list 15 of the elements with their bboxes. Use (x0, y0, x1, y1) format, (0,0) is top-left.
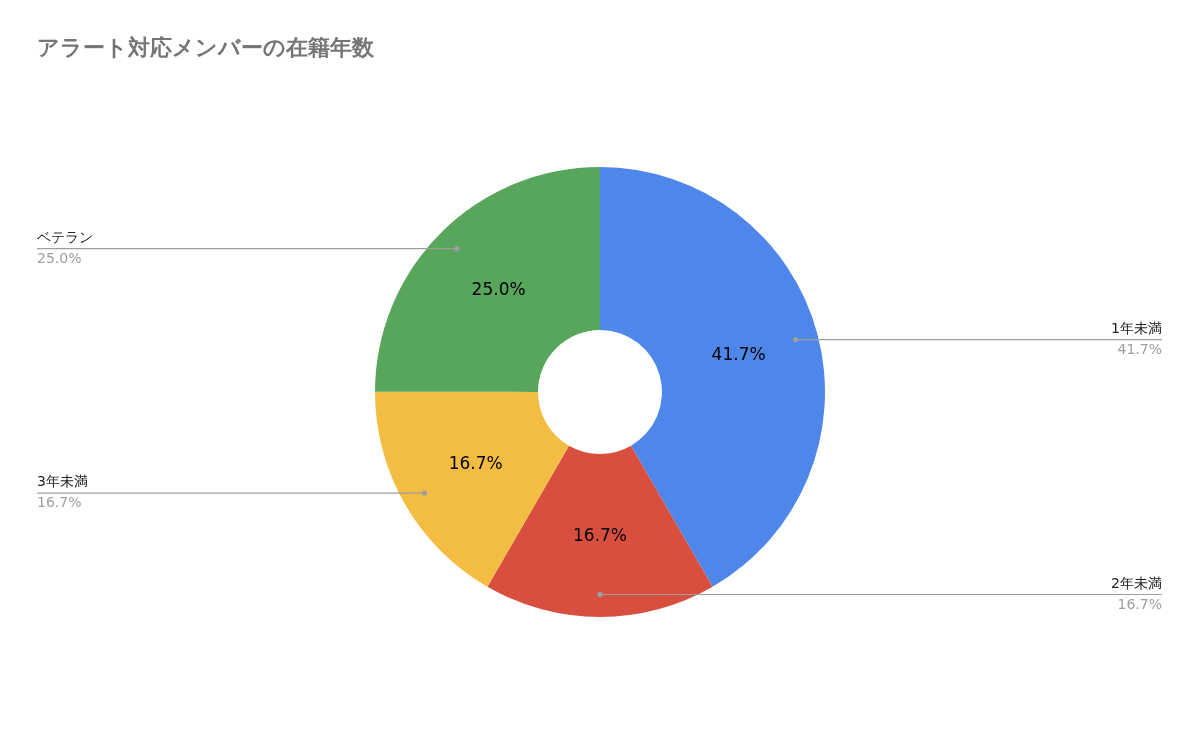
data-label: 16.7% (572, 524, 628, 545)
data-label: 41.7% (711, 343, 766, 364)
donut-slice (375, 391, 569, 587)
text: 16.7% (1117, 595, 1162, 612)
text: 16.7% (37, 494, 82, 511)
slice-label: 3年未満 (37, 473, 88, 490)
text: 25.0% (37, 249, 82, 266)
text: 41.7% (1117, 340, 1162, 357)
donut-slice (375, 167, 600, 392)
slice-label: 2年未満 (1111, 574, 1162, 591)
slice-label: 1年未満 (1111, 319, 1162, 336)
chart-title: アラート対応メンバーの在籍年数 (37, 35, 375, 60)
data-label: 16.7% (448, 452, 503, 473)
data-label: 25.0% (471, 279, 526, 300)
slice-label: ベテラン (37, 228, 93, 245)
